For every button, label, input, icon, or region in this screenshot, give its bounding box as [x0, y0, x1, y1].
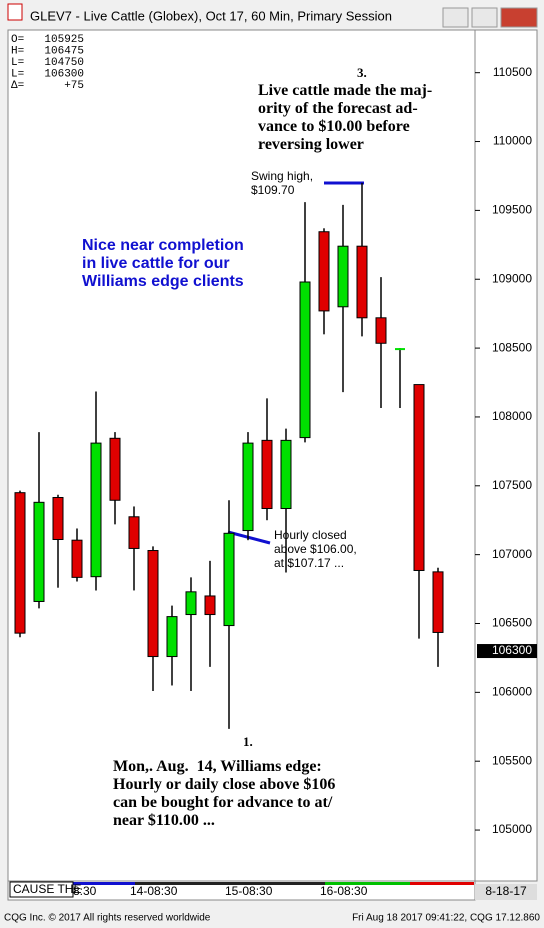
- y-tick-label: 109000: [492, 271, 532, 285]
- y-tick-label: 110500: [493, 65, 532, 79]
- candle-body: [185, 591, 197, 616]
- annotation: Mon,. Aug. 14, Williams edge: Hourly or …: [113, 758, 335, 829]
- info-value: +75: [64, 80, 84, 92]
- annotation-line: Hourly closed: [274, 528, 347, 542]
- x-tick-label: 16-08:30: [320, 884, 368, 898]
- candle-body: [432, 571, 444, 633]
- annotation-number: 3.: [357, 65, 367, 80]
- candle-body: [204, 595, 216, 616]
- info-value: 106300: [44, 68, 84, 80]
- annotation-line: $109.70: [251, 183, 295, 197]
- info-label: O=: [11, 34, 24, 46]
- candle-body: [14, 492, 26, 634]
- last-price-label: 106300: [492, 643, 532, 657]
- y-tick-label: 106500: [492, 616, 532, 630]
- candle-body: [261, 439, 273, 510]
- annotation-line: at $107.17 ...: [274, 556, 344, 570]
- annotation: Nice near completion in live cattle for …: [0, 0, 266, 290]
- annotation-line: Nice near completion: [82, 237, 244, 254]
- candle-body: [147, 550, 159, 658]
- legend-box-text: CAUSE THE: [13, 882, 81, 896]
- y-tick-label: 105500: [492, 753, 532, 767]
- annotation-line: Mon,. Aug. 14, Williams edge:: [113, 758, 322, 775]
- candle-body: [337, 245, 349, 308]
- annotation-line: Hourly or daily close above $106: [113, 776, 335, 793]
- candle-body: [413, 384, 425, 571]
- candle-body: [318, 231, 330, 312]
- footer-right: Fri Aug 18 2017 09:41:22, CQG 17.12.860: [352, 913, 540, 924]
- y-tick-label: 107500: [492, 478, 532, 492]
- annotation-line: near $110.00 ...: [113, 812, 215, 829]
- info-value: 106475: [44, 45, 84, 57]
- y-tick-label: 106000: [492, 685, 532, 699]
- info-label: L=: [11, 57, 24, 69]
- annotation: Hourly closed above $106.00, at $107.17 …: [0, 0, 373, 570]
- close-button[interactable]: [500, 7, 538, 28]
- annotation-line: Swing high,: [251, 169, 313, 183]
- x-tick-label: 8:30: [73, 884, 97, 898]
- candle-body: [90, 442, 102, 578]
- candle-body: [375, 317, 387, 344]
- date-label: 8-18-17: [485, 884, 527, 898]
- x-tick-label: 14-08:30: [130, 884, 178, 898]
- minimize-button[interactable]: [442, 7, 469, 28]
- legend-box: [9, 881, 74, 898]
- session-strip: [410, 882, 474, 885]
- x-tick-label: 15-08:30: [225, 884, 273, 898]
- window-title: GLEV7 - Live Cattle (Globex), Oct 17, 60…: [30, 8, 392, 23]
- y-tick-label: 109500: [492, 203, 532, 217]
- candle-body: [109, 437, 121, 501]
- candle-body: [166, 616, 178, 658]
- y-tick-label: 108000: [492, 409, 532, 423]
- candle-body: [52, 496, 64, 540]
- annotation-line: in live cattle for our: [82, 255, 230, 272]
- y-axis-area: [474, 29, 538, 882]
- plot-area: [7, 29, 476, 882]
- candle-body: [71, 539, 83, 578]
- annotation-line: ority of the forecast ad-: [258, 100, 418, 117]
- annotation-line: can be bought for advance to at/: [113, 794, 333, 811]
- session-strip: [62, 882, 135, 885]
- hourly-close-line: [227, 530, 271, 545]
- footer-left: CQG Inc. © 2017 All rights reserved worl…: [4, 913, 211, 924]
- annotation-line: vance to $10.00 before: [258, 118, 410, 135]
- candle-body: [128, 516, 140, 549]
- info-label: L=: [11, 68, 24, 80]
- candle-body: [280, 439, 292, 510]
- annotation-line: above $106.00,: [274, 542, 357, 556]
- annotation: Swing high, $109.70: [0, 0, 330, 197]
- annotation: Live cattle made the maj- ority of the f…: [0, 0, 452, 153]
- y-tick-label: 108500: [492, 340, 532, 354]
- maximize-button[interactable]: [471, 7, 498, 28]
- y-tick-label: 107000: [492, 547, 532, 561]
- annotation-line: Live cattle made the maj-: [258, 82, 432, 99]
- window-icon: [7, 3, 23, 21]
- session-strip: [325, 882, 410, 885]
- annotation-line: Williams edge clients: [82, 273, 244, 290]
- info-value: 105925: [44, 34, 84, 46]
- session-strip: [135, 882, 325, 885]
- candle-body: [299, 281, 311, 439]
- last-price-marker: [477, 644, 537, 659]
- candle-body: [395, 348, 405, 351]
- date-box: [475, 884, 537, 900]
- candle-body: [242, 442, 254, 532]
- annotation-line: reversing lower: [258, 136, 364, 153]
- info-label: H=: [11, 45, 24, 57]
- annotation-number: 1.: [243, 734, 253, 749]
- info-label: Δ=: [11, 80, 24, 92]
- candle-body: [223, 532, 235, 627]
- candle-body: [33, 501, 45, 602]
- y-tick-label: 105000: [492, 822, 532, 836]
- y-tick-label: 110000: [493, 134, 532, 148]
- info-value: 104750: [44, 57, 84, 69]
- candle-body: [356, 245, 368, 319]
